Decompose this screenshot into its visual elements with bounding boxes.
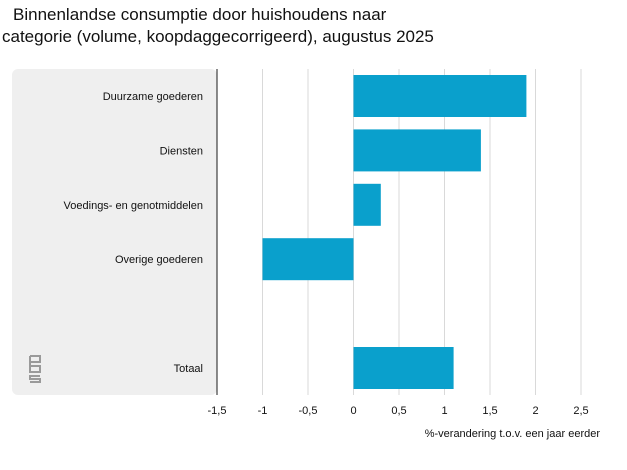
chart-title: Binnenlandse consumptie door huishoudens… [2,4,602,48]
category-label: Duurzame goederen [103,91,203,103]
bar [353,183,381,226]
x-tick-label: -1,5 [208,405,227,417]
x-tick-label: 0 [350,405,356,417]
category-label: Totaal [174,363,203,375]
bar [353,129,481,172]
category-label: Overige goederen [115,254,203,266]
category-label-panel [12,69,217,395]
x-tick-label: 2 [532,405,538,417]
x-axis-title: %-verandering t.o.v. een jaar eerder [425,428,601,440]
bar [262,238,354,281]
x-tick-labels: -1,5 -1 -0,5 0 0,5 1 1,5 2 2,5 [208,405,589,417]
category-labels: Duurzame goederen Diensten Voedings- en ge… [64,91,203,375]
x-tick-label: 2,5 [573,405,588,417]
bar [353,347,454,389]
chart-title-line-1: Binnenlandse consumptie door huishoudens… [13,5,387,24]
x-tick-label: -0,5 [299,405,318,417]
gridlines [262,69,582,395]
bar [353,75,527,117]
x-tick-label: 1 [441,405,447,417]
x-tick-label: 1,5 [482,405,497,417]
category-label: Diensten [160,145,203,157]
x-tick-label: -1 [258,405,268,417]
bars [262,75,527,389]
chart-title-line-2: categorie (volume, koopdaggecorrigeerd),… [2,27,434,46]
x-tick-label: 0,5 [391,405,406,417]
cbs-logo-icon [29,355,41,383]
category-label: Voedings- en genotmiddelen [64,200,203,212]
